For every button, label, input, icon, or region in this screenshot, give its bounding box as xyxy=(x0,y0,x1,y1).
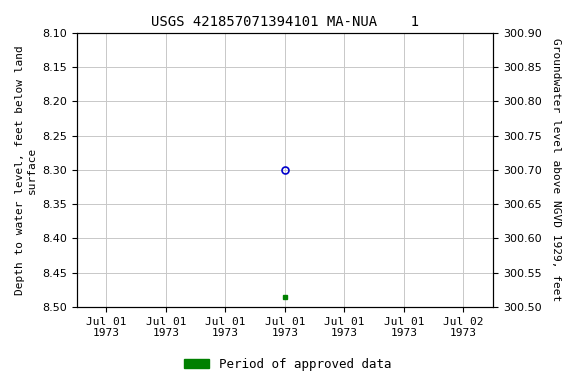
Y-axis label: Depth to water level, feet below land
surface: Depth to water level, feet below land su… xyxy=(15,45,37,295)
Legend: Period of approved data: Period of approved data xyxy=(179,353,397,376)
Y-axis label: Groundwater level above NGVD 1929, feet: Groundwater level above NGVD 1929, feet xyxy=(551,38,561,301)
Title: USGS 421857071394101 MA-NUA    1: USGS 421857071394101 MA-NUA 1 xyxy=(151,15,419,29)
